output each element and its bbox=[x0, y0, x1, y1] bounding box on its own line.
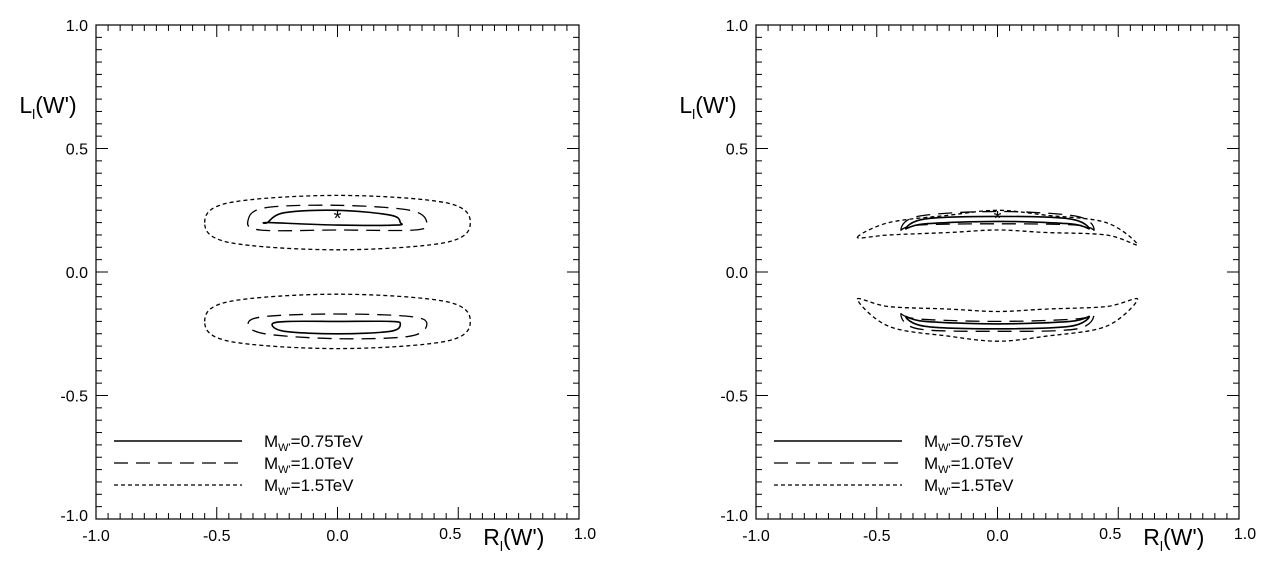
sm-marker: * bbox=[334, 208, 342, 230]
right-panel: -1.0 -0.5 0.0 0.5 1.0-1.0-0.50.00.51.0Rl(W')… bbox=[679, 18, 1256, 554]
y-axis-label-sub: l bbox=[32, 106, 35, 122]
y-axis-label: Ll(W') bbox=[679, 92, 736, 122]
legend-entry-sub: W' bbox=[938, 464, 950, 476]
legend-entry-prefix: M bbox=[264, 432, 278, 451]
contour-dashed-lower bbox=[247, 313, 428, 340]
y-axis-label-main: L bbox=[679, 92, 692, 118]
y-tick-label: 0.5 bbox=[66, 142, 88, 159]
y-axis-label-arg: (W') bbox=[35, 92, 76, 118]
y-tick-label: 0.5 bbox=[726, 142, 748, 159]
y-tick-label: 1.0 bbox=[66, 18, 88, 35]
x-tick-label: 0.0 bbox=[326, 528, 348, 545]
legend-entry: MW'=0.75TeV bbox=[264, 432, 364, 454]
legend-entry-value: =0.75TeV bbox=[951, 432, 1024, 451]
legend-entry-value: =1.5TeV bbox=[951, 476, 1015, 495]
contour-solid-upper bbox=[262, 209, 403, 227]
x-axis-label-main: R bbox=[483, 524, 500, 550]
legend-entry-value: =0.75TeV bbox=[291, 432, 364, 451]
legend-entry-value: =1.0TeV bbox=[291, 454, 355, 473]
legend-entry-prefix: M bbox=[264, 454, 278, 473]
contour-dotted-lower bbox=[856, 297, 1139, 342]
y-tick-label: -0.5 bbox=[60, 389, 88, 406]
legend-entry: MW'=1.5TeV bbox=[924, 476, 1014, 498]
contour-dashed-upper bbox=[900, 210, 1095, 231]
legend-entry-sub: W' bbox=[938, 442, 950, 454]
legend-entry: MW'=1.0TeV bbox=[924, 454, 1014, 476]
x-axis-label-main: R bbox=[1143, 524, 1160, 550]
x-axis-label: Rl(W') bbox=[1143, 524, 1204, 554]
legend-entry-sub: W' bbox=[278, 464, 290, 476]
legend-entry-prefix: M bbox=[924, 432, 938, 451]
legend-entry-prefix: M bbox=[924, 454, 938, 473]
x-tick-label: 1.0 bbox=[574, 526, 596, 543]
y-axis-label-sub: l bbox=[692, 106, 695, 122]
contour-dotted-lower bbox=[204, 293, 471, 350]
x-tick-label: 0.5 bbox=[439, 526, 461, 543]
legend-entry-prefix: M bbox=[924, 476, 938, 495]
x-axis-label-arg: (W') bbox=[503, 524, 544, 550]
y-axis-label-arg: (W') bbox=[695, 92, 736, 118]
y-tick-label: 0.0 bbox=[726, 265, 748, 282]
x-tick-label: -0.5 bbox=[203, 528, 231, 545]
y-tick-label: -0.5 bbox=[720, 389, 748, 406]
contour-dotted-upper bbox=[204, 194, 471, 251]
contour-dotted-upper bbox=[856, 209, 1139, 246]
contour-solid-lower bbox=[271, 320, 402, 335]
legend-entry-sub: W' bbox=[278, 486, 290, 498]
legend-entry: MW'=1.0TeV bbox=[264, 454, 354, 476]
x-axis-label: Rl(W') bbox=[483, 524, 544, 554]
y-axis-label-main: L bbox=[19, 92, 32, 118]
sm-marker: * bbox=[994, 208, 1002, 230]
legend-entry-value: =1.5TeV bbox=[291, 476, 355, 495]
legend-entry-sub: W' bbox=[278, 442, 290, 454]
y-axis-label: Ll(W') bbox=[19, 92, 76, 122]
y-tick-label: 1.0 bbox=[726, 18, 748, 35]
y-tick-label: 0.0 bbox=[66, 265, 88, 282]
x-axis-label-sub: l bbox=[1160, 538, 1163, 554]
contour-dashed-lower bbox=[900, 313, 1095, 332]
x-tick-label: 1.0 bbox=[1234, 526, 1256, 543]
contour-solid-upper bbox=[904, 215, 1091, 230]
legend-entry-sub: W' bbox=[938, 486, 950, 498]
x-tick-label: 0.5 bbox=[1099, 526, 1121, 543]
x-tick-label: -1.0 bbox=[82, 528, 110, 545]
y-tick-label: -1.0 bbox=[60, 508, 88, 525]
x-axis-label-arg: (W') bbox=[1163, 524, 1204, 550]
contour-solid-lower bbox=[904, 315, 1091, 330]
x-tick-label: -0.5 bbox=[863, 528, 891, 545]
y-tick-label: -1.0 bbox=[720, 508, 748, 525]
x-tick-label: 0.0 bbox=[986, 528, 1008, 545]
legend-entry: MW'=0.75TeV bbox=[924, 432, 1024, 454]
x-tick-label: -1.0 bbox=[742, 528, 770, 545]
legend-entry: MW'=1.5TeV bbox=[264, 476, 354, 498]
contour-dashed-upper bbox=[246, 204, 429, 232]
left-panel: -1.0 -0.5 0.0 0.5 1.0-1.0-0.50.00.51.0Rl(W')… bbox=[19, 18, 596, 554]
x-axis-label-sub: l bbox=[500, 538, 503, 554]
legend-entry-prefix: M bbox=[264, 476, 278, 495]
legend-entry-value: =1.0TeV bbox=[951, 454, 1015, 473]
